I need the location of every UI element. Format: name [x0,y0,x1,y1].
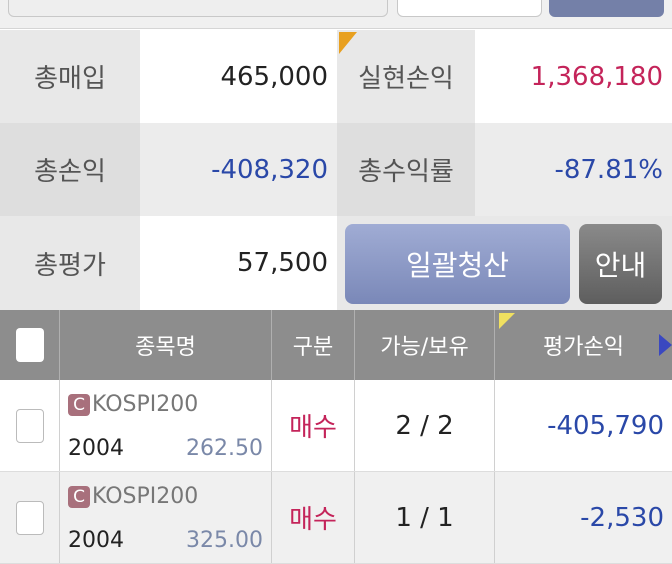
qty-cell: 2 / 2 [355,380,495,471]
row-checkbox-cell [0,472,60,563]
liquidate-all-button[interactable]: 일괄청산 [345,224,570,304]
corner-marker-icon [339,32,357,54]
row-checkbox[interactable] [15,500,44,535]
total-pl-label: 총손익 [0,123,140,216]
call-badge-icon: C [68,485,90,508]
header-name[interactable]: 종목명 [60,310,272,380]
total-return-value: -87.81% [475,123,672,216]
product-name: KOSPI200 [92,392,199,417]
realized-pl-value: 1,368,180 [475,30,672,123]
row-checkbox[interactable] [15,408,44,443]
product-code: 2004 [68,528,124,553]
side-cell: 매수 [272,380,355,471]
product-code: 2004 [68,436,124,461]
table-header: 종목명 구분 가능/보유 평가손익 [0,310,672,380]
total-return-label: 총수익률 [337,123,475,216]
name-cell: C KOSPI200 2004 325.00 [60,472,272,563]
total-eval-value: 57,500 [140,216,337,310]
realized-pl-label: 실현손익 [337,30,475,123]
product-price: 325.00 [186,528,263,553]
call-badge-icon: C [68,393,90,416]
product-name: KOSPI200 [92,484,199,509]
qty-cell: 1 / 1 [355,472,495,563]
table-row[interactable]: C KOSPI200 2004 325.00 매수 1 / 1 -2,530 [0,472,672,564]
total-purchase-value: 465,000 [140,30,337,123]
password-input[interactable] [397,0,542,17]
table-row[interactable]: C KOSPI200 2004 262.50 매수 2 / 2 -405,790 [0,380,672,472]
header-qty[interactable]: 가능/보유 [355,310,495,380]
corner-marker-icon [499,313,515,329]
header-side[interactable]: 구분 [272,310,355,380]
total-pl-value: -408,320 [140,123,337,216]
row-checkbox-cell [0,380,60,471]
pl-cell: -2,530 [580,502,664,533]
product-price: 262.50 [186,436,263,461]
guide-button[interactable]: 안내 [579,224,662,304]
side-cell: 매수 [272,472,355,563]
name-cell: C KOSPI200 2004 262.50 [60,380,272,471]
select-all-checkbox[interactable] [15,328,44,362]
header-pl[interactable]: 평가손익 [495,310,672,380]
total-eval-label: 총평가 [0,216,140,310]
select-all-cell [0,310,60,380]
total-purchase-label: 총매입 [0,30,140,123]
pl-cell: -405,790 [547,410,664,441]
query-button[interactable] [549,0,664,17]
scroll-right-arrow-icon[interactable] [659,334,672,356]
account-selector[interactable] [8,0,388,17]
header-pl-label: 평가손익 [543,335,624,360]
top-toolbar [0,0,672,29]
